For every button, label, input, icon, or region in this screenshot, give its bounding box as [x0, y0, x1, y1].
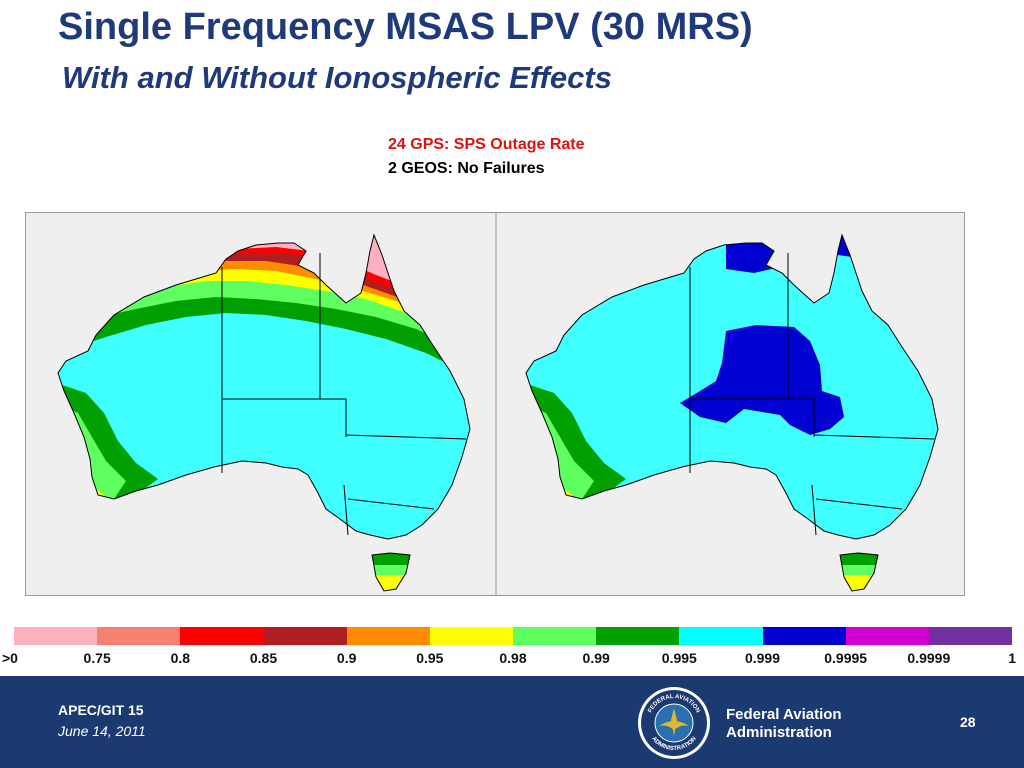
- footer-event: APEC/GIT 15: [58, 702, 144, 718]
- agency-name-line2: Administration: [726, 724, 832, 741]
- slide-subtitle: With and Without Ionospheric Effects: [62, 60, 612, 95]
- scale-swatch: [429, 627, 514, 645]
- scale-tick-label: >0: [2, 650, 18, 666]
- footer-bar: APEC/GIT 15 June 14, 2011 FEDERAL AVIATI…: [0, 676, 1024, 768]
- note-geos: 2 GEOS: No Failures: [388, 160, 545, 177]
- scale-tick-label: 0.85: [249, 650, 278, 666]
- scale-swatch: [928, 627, 1013, 645]
- scale-tick-label: 0.9: [336, 650, 357, 666]
- note-outage-rate: 24 GPS: SPS Outage Rate: [388, 136, 585, 153]
- scale-swatch: [596, 627, 680, 645]
- color-scale-ticks: >0 0.75 0.8 0.85 0.9 0.95 0.98 0.99 0.995 0.999 0.…: [0, 650, 1024, 670]
- color-scale-bar: [14, 627, 1013, 645]
- footer-date: June 14, 2011: [58, 723, 146, 739]
- scale-swatch: [180, 627, 264, 645]
- page-number: 28: [960, 714, 976, 730]
- map-left-with-iono: [57, 234, 471, 592]
- scale-tick-label: 1: [1008, 650, 1016, 666]
- scale-tick-label: 0.99: [582, 650, 610, 666]
- scale-tick-label: 0.999: [744, 650, 781, 666]
- scale-tick-label: 0.995: [661, 650, 697, 666]
- scale-swatch: [97, 627, 181, 645]
- scale-swatch: [845, 627, 929, 645]
- scale-tick-label: 0.8: [170, 650, 191, 666]
- scale-swatch: [513, 627, 597, 645]
- scale-swatch: [14, 627, 98, 645]
- map-right-without-iono: [525, 234, 939, 592]
- scale-tick-label: 0.95: [416, 650, 444, 666]
- map-canvas: [57, 213, 939, 595]
- scale-swatch: [346, 627, 430, 645]
- scale-swatch: [679, 627, 763, 645]
- map-figure: [25, 212, 965, 596]
- scale-swatch: [263, 627, 347, 645]
- scale-swatch: [762, 627, 846, 645]
- scale-tick-label: 0.75: [83, 650, 111, 666]
- scale-tick-label: 0.98: [499, 650, 527, 666]
- faa-seal-icon: FEDERAL AVIATION ADMINISTRATION: [638, 687, 710, 759]
- slide-title: Single Frequency MSAS LPV (30 MRS): [58, 6, 753, 48]
- scale-tick-label: 0.9999: [907, 650, 951, 666]
- agency-name-line1: Federal Aviation: [726, 706, 842, 723]
- scale-tick-label: 0.9995: [824, 650, 868, 666]
